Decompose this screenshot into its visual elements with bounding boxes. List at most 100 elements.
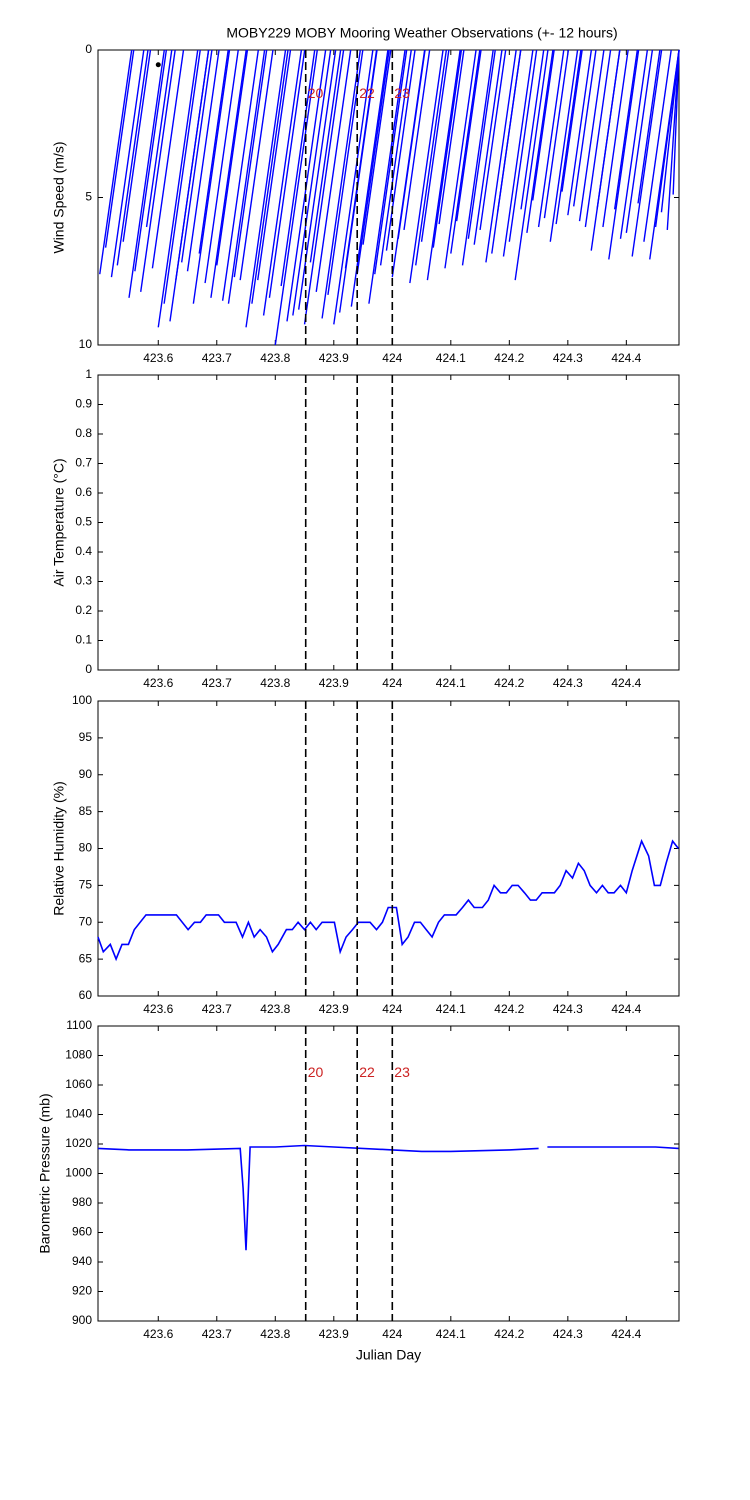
x-tick-label: 424 (382, 351, 402, 365)
wind-stick (280, 49, 316, 287)
wind-stick (333, 49, 374, 325)
x-tick-label: 424.4 (611, 1002, 641, 1016)
wind-stick (654, 49, 680, 228)
wind-stick (409, 49, 444, 284)
y-tick-label: 0.2 (75, 603, 92, 617)
wind-stick (543, 49, 570, 219)
y-tick-label: 0.7 (75, 456, 92, 470)
wind-stick (163, 49, 201, 304)
event-label: 20 (308, 85, 324, 101)
wind-stick (461, 49, 494, 266)
wind-stick (151, 49, 185, 269)
y-tick-label: 1080 (65, 1048, 92, 1062)
x-tick-label: 424.3 (553, 676, 583, 690)
data-line (97, 1144, 679, 1251)
x-axis-label: Julian Day (356, 1347, 421, 1363)
y-tick-label: 90 (79, 767, 93, 781)
wind-stick (116, 49, 149, 266)
wind-stick (444, 49, 477, 269)
y-tick-label: 75 (79, 878, 93, 892)
wind-stick (455, 49, 482, 222)
wind-stick (257, 49, 292, 281)
y-tick-label: 0.1 (75, 633, 92, 647)
y-tick-label: 0.8 (75, 426, 92, 440)
wind-stick (204, 49, 239, 284)
wind-stick (198, 49, 229, 254)
y-tick-label: 1 (85, 367, 92, 381)
x-tick-label: 424.3 (553, 1002, 583, 1016)
wind-stick (537, 49, 565, 228)
x-tick-label: 423.6 (143, 351, 173, 365)
wind-stick (245, 49, 287, 328)
event-label: 22 (359, 1064, 375, 1080)
wind-stick (99, 49, 133, 275)
wind-stick (251, 49, 289, 304)
y-tick-label: 60 (79, 988, 93, 1002)
y-tick-label: 80 (79, 841, 93, 855)
wind-stick (660, 49, 680, 213)
y-axis-label: Barometric Pressure (mb) (37, 1093, 53, 1253)
y-tick-label: 95 (79, 730, 93, 744)
x-tick-label: 424 (382, 676, 402, 690)
x-tick-label: 423.8 (260, 1327, 290, 1341)
y-tick-label: 1040 (65, 1107, 92, 1121)
wind-stick (508, 49, 538, 242)
wind-stick (239, 49, 274, 281)
event-label: 20 (308, 1064, 324, 1080)
wind-stick (555, 49, 582, 225)
wind-stick (619, 49, 649, 239)
wind-stick (666, 49, 680, 230)
x-tick-label: 423.9 (319, 676, 349, 690)
wind-stick (104, 49, 135, 248)
wind-stick (450, 49, 481, 254)
y-tick-label: 0.9 (75, 397, 92, 411)
x-tick-label: 423.7 (202, 676, 232, 690)
x-tick-label: 424.2 (494, 351, 524, 365)
wind-stick (297, 49, 337, 310)
x-tick-label: 424.3 (553, 351, 583, 365)
x-tick-label: 424.2 (494, 1002, 524, 1016)
x-tick-label: 423.6 (143, 1002, 173, 1016)
y-tick-label: 1060 (65, 1077, 92, 1091)
wind-stick (572, 49, 597, 207)
event-label: 23 (394, 85, 410, 101)
wind-stick (356, 49, 390, 275)
y-tick-label: 1020 (65, 1136, 92, 1150)
plot-area (97, 374, 680, 671)
y-axis-label: Relative Humidity (%) (51, 781, 67, 916)
y-tick-label: 900 (72, 1313, 92, 1327)
x-tick-label: 424.1 (436, 1002, 466, 1016)
y-tick-label: 0 (85, 662, 92, 676)
y-axis-label: Wind Speed (m/s) (51, 141, 67, 253)
marker-point (155, 62, 161, 68)
wind-stick (186, 49, 220, 272)
wind-stick (643, 49, 672, 242)
y-tick-label: 100 (72, 693, 92, 707)
wind-stick (403, 49, 431, 231)
wind-stick (122, 49, 152, 242)
wind-stick (549, 49, 579, 242)
x-tick-label: 423.6 (143, 1327, 173, 1341)
wind-stick (303, 49, 345, 325)
wind-stick (309, 49, 342, 263)
x-tick-label: 423.9 (319, 1002, 349, 1016)
x-tick-label: 424.4 (611, 1327, 641, 1341)
y-tick-label: 0.4 (75, 544, 92, 558)
x-tick-label: 423.8 (260, 676, 290, 690)
event-label: 22 (359, 85, 375, 101)
x-tick-label: 424.1 (436, 351, 466, 365)
wind-stick (578, 49, 605, 222)
wind-stick (210, 49, 247, 298)
wind-stick (292, 49, 332, 316)
wind-stick (157, 49, 199, 328)
y-tick-label: 1100 (66, 1018, 92, 1032)
x-tick-label: 423.9 (319, 351, 349, 365)
x-tick-label: 424.4 (611, 351, 641, 365)
wind-stick (467, 49, 496, 239)
y-tick-label: 85 (79, 804, 93, 818)
wind-stick (145, 49, 173, 228)
wind-stick (479, 49, 507, 231)
y-tick-label: 10 (79, 337, 93, 351)
wind-stick (584, 49, 612, 228)
